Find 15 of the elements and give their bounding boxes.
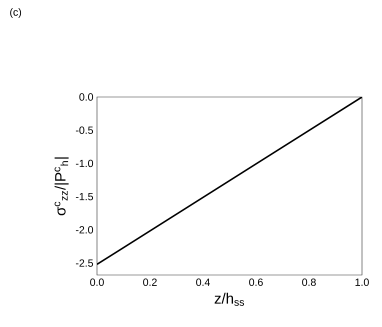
y-tick-label: -1.5 xyxy=(76,192,94,200)
x-tick-label: 0.6 xyxy=(249,278,263,286)
x-tick-label: 0.4 xyxy=(196,278,210,286)
text: (c) xyxy=(10,8,22,18)
y-tick-label: -1.0 xyxy=(76,160,94,168)
y-axis-title: σ$^{c}$$_{zz}$/|P$^{c}$$_{h}$| xyxy=(54,157,69,216)
x-tick-label: 1.0 xyxy=(356,278,369,286)
x-axis-title: z/h$_{ss}$ xyxy=(214,292,244,306)
y-tick-label: -0.5 xyxy=(76,126,94,134)
x-tick-label: 0.8 xyxy=(302,278,316,286)
x-tick-label: 0.2 xyxy=(143,278,157,286)
x-tick-label: 0.0 xyxy=(90,278,104,286)
y-tick-label: -2.5 xyxy=(76,259,94,267)
y-tick-label: -2.0 xyxy=(76,226,94,234)
y-tick-label: 0.0 xyxy=(79,93,94,101)
